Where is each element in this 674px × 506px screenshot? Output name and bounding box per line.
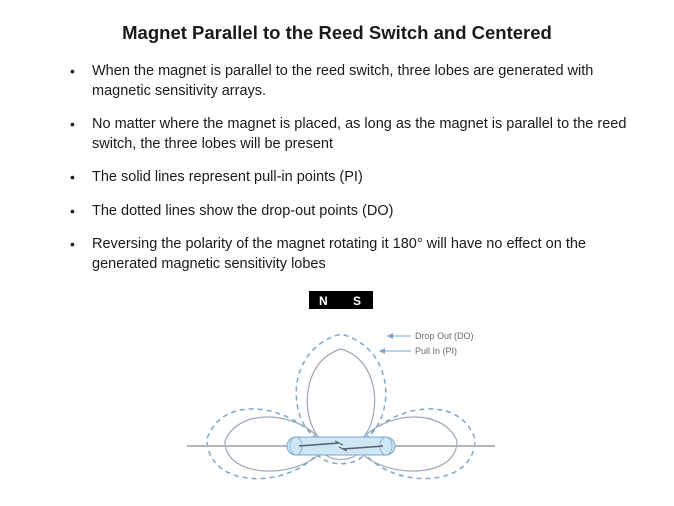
reed-switch-body <box>287 437 395 455</box>
legend-dropout: Drop Out (DO) <box>415 331 474 341</box>
legend-pullin: Pull In (PI) <box>415 346 457 356</box>
magnet-n-label: N <box>319 294 328 308</box>
bullet-list: When the magnet is parallel to the reed … <box>40 62 634 275</box>
reed-switch-diagram: N S <box>40 289 634 499</box>
list-item: No matter where the magnet is placed, as… <box>70 115 634 154</box>
page-title: Magnet Parallel to the Reed Switch and C… <box>40 22 634 44</box>
list-item: Reversing the polarity of the magnet rot… <box>70 235 634 274</box>
list-item: When the magnet is parallel to the reed … <box>70 62 634 101</box>
magnet-s-label: S <box>353 294 361 308</box>
list-item: The solid lines represent pull-in points… <box>70 168 634 188</box>
legend: Drop Out (DO) Pull In (PI) <box>379 331 474 356</box>
list-item: The dotted lines show the drop-out point… <box>70 202 634 222</box>
